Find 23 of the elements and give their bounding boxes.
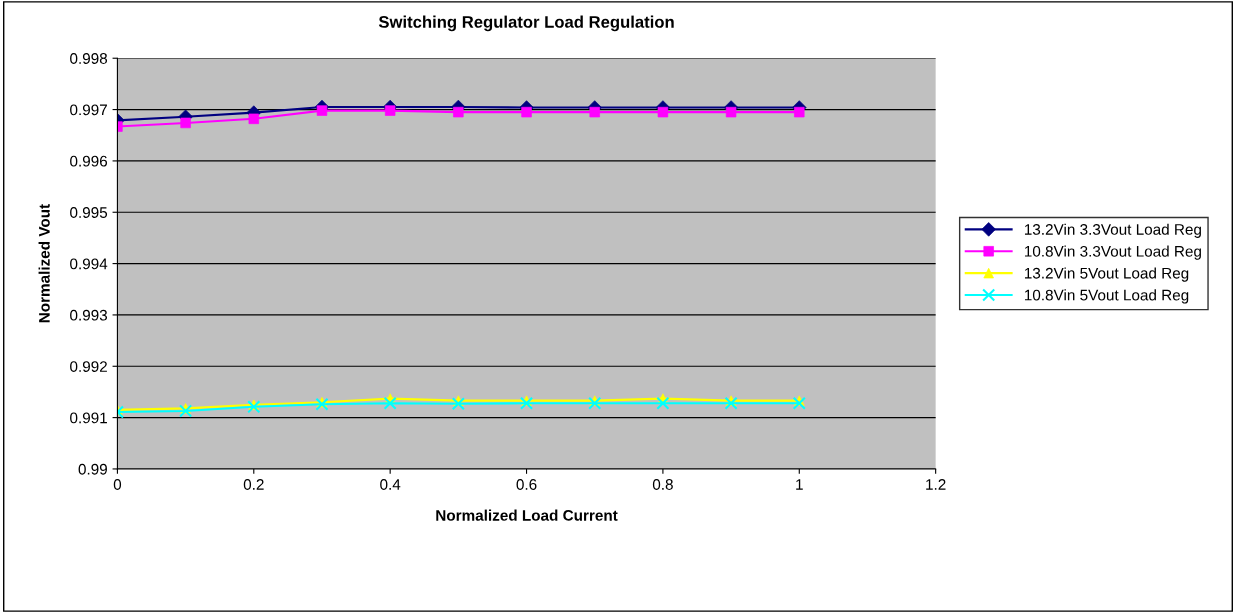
x-tick-label: 0.6 bbox=[516, 479, 537, 490]
y-tick-label: 0.996 bbox=[70, 155, 108, 167]
x-tick-label: 1 bbox=[796, 479, 803, 490]
y-tick-label: 0.991 bbox=[70, 412, 107, 424]
y-axis-title: Normalized Vout bbox=[38, 204, 50, 323]
y-tick-label: 0.993 bbox=[70, 309, 108, 321]
y-tick-label: 0.99 bbox=[78, 463, 107, 475]
x-tick-label: 0.2 bbox=[243, 479, 264, 490]
legend-label: 10.8Vin 5Vout Load Reg bbox=[1024, 289, 1189, 304]
chart-title: Switching Regulator Load Regulation bbox=[378, 15, 674, 32]
y-tick-label: 0.998 bbox=[70, 53, 108, 64]
x-tick-label: 0 bbox=[113, 479, 122, 490]
y-tick-label: 0.997 bbox=[70, 104, 107, 116]
x-axis-title: Normalized Load Current bbox=[436, 509, 618, 521]
legend-label: 10.8Vin 3.3Vout Load Reg bbox=[1024, 245, 1201, 260]
legend-label: 13.2Vin 3.3Vout Load Reg bbox=[1024, 223, 1201, 238]
y-tick-label: 0.992 bbox=[70, 361, 107, 372]
x-tick-label: 0.4 bbox=[380, 479, 401, 490]
y-tick-label: 0.995 bbox=[70, 207, 108, 218]
y-tick-label: 0.994 bbox=[70, 258, 108, 270]
x-tick-label: 1.2 bbox=[926, 479, 946, 490]
x-tick-label: 0.8 bbox=[652, 479, 673, 490]
legend-label: 13.2Vin 5Vout Load Reg bbox=[1024, 267, 1189, 282]
